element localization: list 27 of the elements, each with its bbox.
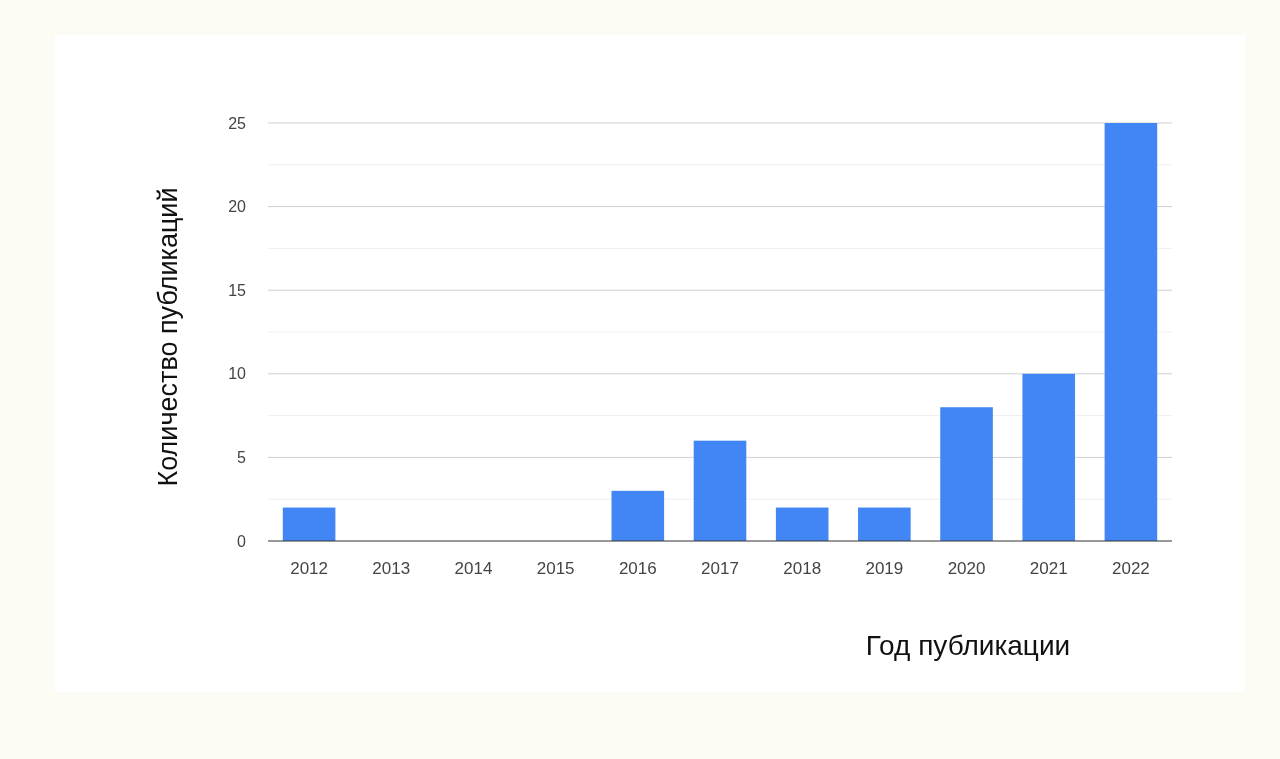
- bar: [693, 440, 747, 541]
- bar: [775, 507, 829, 541]
- y-tick-label: 20: [228, 198, 247, 216]
- x-tick-label: 2021: [1029, 559, 1068, 578]
- x-tick-label: 2017: [701, 559, 739, 578]
- x-tick-label: 2019: [865, 559, 904, 578]
- x-tick-label: 2016: [618, 559, 657, 578]
- y-tick-label: 0: [237, 532, 247, 550]
- bar: [282, 507, 336, 541]
- y-tick-label: 25: [228, 114, 247, 132]
- bar: [611, 490, 665, 541]
- x-axis-title: Год публикации: [865, 630, 1071, 661]
- y-axis-title: Количество публикаций: [153, 187, 183, 487]
- x-tick-label: 2018: [783, 559, 822, 578]
- y-tick-label: 5: [237, 449, 247, 466]
- bar: [1104, 123, 1158, 541]
- x-tick-label: 2013: [372, 559, 411, 578]
- x-tick-label: 2020: [947, 559, 986, 578]
- bar: [940, 407, 993, 541]
- x-tick-label: 2015: [536, 559, 575, 578]
- x-tick-label: 2022: [1111, 559, 1150, 578]
- bar: [858, 507, 911, 541]
- x-tick-label: 2014: [454, 559, 493, 578]
- bar: [1022, 373, 1076, 541]
- y-tick-label: 10: [228, 365, 247, 383]
- y-tick-label: 15: [228, 281, 247, 299]
- x-tick-label: 2012: [290, 559, 328, 578]
